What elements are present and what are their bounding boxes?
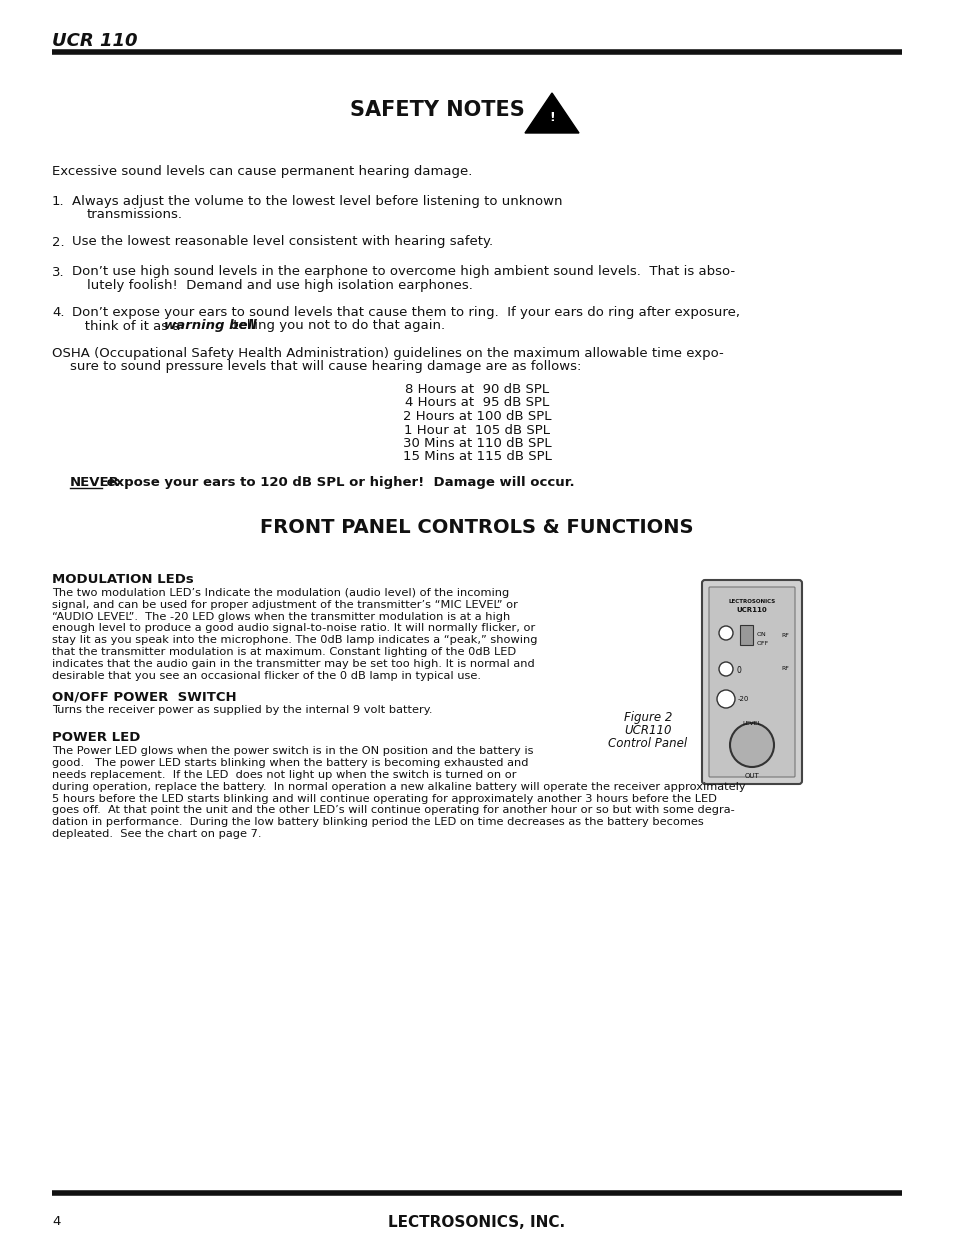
Text: goes off.  At that point the unit and the other LED’s will continue operating fo: goes off. At that point the unit and the… bbox=[52, 805, 734, 815]
Text: 2 Hours at 100 dB SPL: 2 Hours at 100 dB SPL bbox=[402, 410, 551, 424]
Text: POWER LED: POWER LED bbox=[52, 731, 140, 745]
Text: lutely foolish!  Demand and use high isolation earphones.: lutely foolish! Demand and use high isol… bbox=[87, 279, 473, 291]
Text: The Power LED glows when the power switch is in the ON position and the battery : The Power LED glows when the power switc… bbox=[52, 746, 533, 756]
Text: signal, and can be used for proper adjustment of the transmitter’s “MIC LEVEL” o: signal, and can be used for proper adjus… bbox=[52, 600, 517, 610]
Text: Turns the receiver power as supplied by the internal 9 volt battery.: Turns the receiver power as supplied by … bbox=[52, 705, 432, 715]
Text: FRONT PANEL CONTROLS & FUNCTIONS: FRONT PANEL CONTROLS & FUNCTIONS bbox=[260, 517, 693, 537]
Text: ON/OFF POWER  SWITCH: ON/OFF POWER SWITCH bbox=[52, 690, 236, 704]
Text: -20: -20 bbox=[738, 697, 749, 701]
Text: RF: RF bbox=[781, 666, 788, 671]
FancyBboxPatch shape bbox=[701, 580, 801, 784]
Text: OUT: OUT bbox=[744, 773, 759, 779]
Text: good.   The power LED starts blinking when the battery is becoming exhausted and: good. The power LED starts blinking when… bbox=[52, 758, 528, 768]
Text: LECTROSONICS, INC.: LECTROSONICS, INC. bbox=[388, 1215, 565, 1230]
Bar bbox=[740, 625, 752, 645]
Text: 4.: 4. bbox=[52, 306, 65, 319]
Text: 30 Mins at 110 dB SPL: 30 Mins at 110 dB SPL bbox=[402, 437, 551, 450]
Text: enough level to produce a good audio signal-to-noise ratio. It will normally fli: enough level to produce a good audio sig… bbox=[52, 624, 535, 634]
Circle shape bbox=[719, 662, 732, 676]
Text: UCR110: UCR110 bbox=[623, 724, 671, 737]
Text: Control Panel: Control Panel bbox=[608, 737, 687, 750]
Text: 8 Hours at  90 dB SPL: 8 Hours at 90 dB SPL bbox=[404, 383, 549, 396]
Text: 2.: 2. bbox=[52, 236, 65, 248]
Text: 4 Hours at  95 dB SPL: 4 Hours at 95 dB SPL bbox=[404, 396, 549, 410]
Text: Don’t expose your ears to sound levels that cause them to ring.  If your ears do: Don’t expose your ears to sound levels t… bbox=[71, 306, 740, 319]
Polygon shape bbox=[524, 93, 578, 133]
Text: 3.: 3. bbox=[52, 266, 65, 279]
Text: stay lit as you speak into the microphone. The 0dB lamp indicates a “peak,” show: stay lit as you speak into the microphon… bbox=[52, 635, 537, 645]
Text: LECTROSONICS: LECTROSONICS bbox=[727, 599, 775, 604]
Text: 5 hours before the LED starts blinking and will continue operating for approxima: 5 hours before the LED starts blinking a… bbox=[52, 794, 716, 804]
Circle shape bbox=[729, 722, 773, 767]
Circle shape bbox=[719, 626, 732, 640]
Text: sure to sound pressure levels that will cause hearing damage are as follows:: sure to sound pressure levels that will … bbox=[70, 359, 580, 373]
Text: !: ! bbox=[549, 111, 555, 125]
Text: transmissions.: transmissions. bbox=[87, 209, 183, 221]
Text: “AUDIO LEVEL”.  The -20 LED glows when the transmitter modulation is at a high: “AUDIO LEVEL”. The -20 LED glows when th… bbox=[52, 611, 510, 621]
Text: SAFETY NOTES: SAFETY NOTES bbox=[349, 100, 524, 120]
Text: warning bell: warning bell bbox=[164, 320, 256, 332]
Text: OFF: OFF bbox=[757, 641, 768, 646]
Text: telling you not to do that again.: telling you not to do that again. bbox=[229, 320, 444, 332]
Text: UCR 110: UCR 110 bbox=[52, 32, 137, 49]
Circle shape bbox=[717, 690, 734, 708]
Text: LEVEL: LEVEL bbox=[741, 721, 760, 726]
Text: during operation, replace the battery.  In normal operation a new alkaline batte: during operation, replace the battery. I… bbox=[52, 782, 745, 792]
Text: think of it as a: think of it as a bbox=[71, 320, 185, 332]
Text: 4: 4 bbox=[52, 1215, 60, 1228]
Text: that the transmitter modulation is at maximum. Constant lighting of the 0dB LED: that the transmitter modulation is at ma… bbox=[52, 647, 516, 657]
Text: Always adjust the volume to the lowest level before listening to unknown: Always adjust the volume to the lowest l… bbox=[71, 195, 562, 207]
Text: UCR110: UCR110 bbox=[736, 606, 766, 613]
Text: Don’t use high sound levels in the earphone to overcome high ambient sound level: Don’t use high sound levels in the earph… bbox=[71, 266, 735, 279]
Text: depleated.  See the chart on page 7.: depleated. See the chart on page 7. bbox=[52, 829, 261, 839]
Text: ON: ON bbox=[757, 632, 766, 637]
Text: Excessive sound levels can cause permanent hearing damage.: Excessive sound levels can cause permane… bbox=[52, 165, 472, 178]
Text: Use the lowest reasonable level consistent with hearing safety.: Use the lowest reasonable level consiste… bbox=[71, 236, 493, 248]
Text: NEVER: NEVER bbox=[70, 475, 120, 489]
Text: RF: RF bbox=[781, 634, 788, 638]
Text: 0: 0 bbox=[737, 666, 741, 676]
Text: indicates that the audio gain in the transmitter may be set too high. It is norm: indicates that the audio gain in the tra… bbox=[52, 658, 535, 669]
Text: 15 Mins at 115 dB SPL: 15 Mins at 115 dB SPL bbox=[402, 451, 551, 463]
Text: 1 Hour at  105 dB SPL: 1 Hour at 105 dB SPL bbox=[403, 424, 550, 436]
Text: dation in performance.  During the low battery blinking period the LED on time d: dation in performance. During the low ba… bbox=[52, 818, 703, 827]
Text: The two modulation LED’s Indicate the modulation (audio level) of the incoming: The two modulation LED’s Indicate the mo… bbox=[52, 588, 509, 598]
Text: OSHA (Occupational Safety Health Administration) guidelines on the maximum allow: OSHA (Occupational Safety Health Adminis… bbox=[52, 347, 723, 359]
FancyBboxPatch shape bbox=[708, 587, 794, 777]
Text: expose your ears to 120 dB SPL or higher!  Damage will occur.: expose your ears to 120 dB SPL or higher… bbox=[102, 475, 575, 489]
Text: MODULATION LEDs: MODULATION LEDs bbox=[52, 573, 193, 585]
Text: Figure 2: Figure 2 bbox=[623, 711, 672, 724]
Text: 1.: 1. bbox=[52, 195, 65, 207]
Text: desirable that you see an occasional flicker of the 0 dB lamp in typical use.: desirable that you see an occasional fli… bbox=[52, 671, 480, 680]
Text: needs replacement.  If the LED  does not light up when the switch is turned on o: needs replacement. If the LED does not l… bbox=[52, 769, 516, 781]
